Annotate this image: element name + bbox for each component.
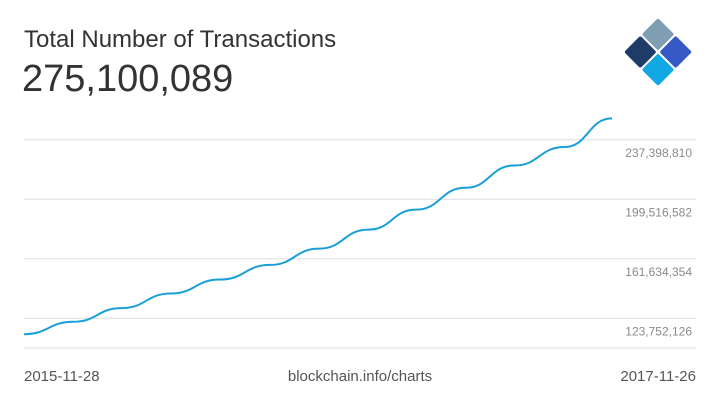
y-tick-label: 123,752,126 <box>625 324 692 338</box>
footer-start-date: 2015-11-28 <box>24 368 100 385</box>
footer-source-link[interactable]: blockchain.info/charts <box>287 368 433 385</box>
current-value: 275,100,089 <box>22 58 234 100</box>
series-line <box>23 117 613 336</box>
footer-end-date: 2017-11-26 <box>620 368 696 385</box>
y-tick-label: 237,398,810 <box>625 146 692 160</box>
y-tick-label: 161,634,354 <box>625 265 692 279</box>
blockchain-diamond-logo-icon <box>624 18 692 86</box>
y-tick-label: 199,516,582 <box>625 205 692 219</box>
chart-title: Total Number of Transactions <box>24 26 337 53</box>
